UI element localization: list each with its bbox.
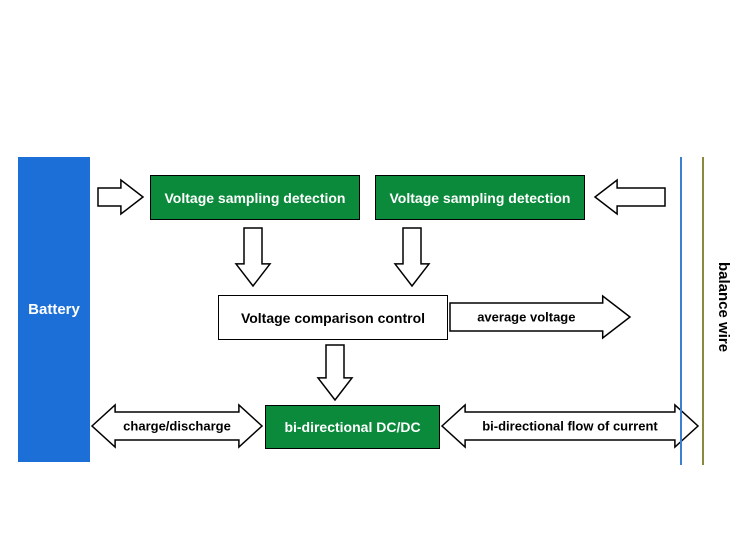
node-bdc: bi-directional DC/DC [265, 405, 440, 449]
wire-olive [702, 157, 704, 465]
arrow-bidir_current [442, 405, 698, 447]
arrow-vsd_left_down [236, 228, 270, 286]
balance-wire-label: balance wire [715, 262, 732, 352]
arrow-charge_discharge [92, 405, 262, 447]
wire-blue [680, 157, 682, 465]
arrows-layer: average voltage charge/discharge bi-direct… [0, 0, 750, 537]
arrow-battery_to_vsd [98, 180, 143, 214]
node-vsd_left-label: Voltage sampling detection [165, 190, 346, 206]
diagram-canvas: average voltage charge/discharge bi-direct… [0, 0, 750, 537]
node-battery-label: Battery [28, 301, 80, 318]
arrow-avg_voltage [450, 296, 630, 338]
arrow-bidir_current-label: bi-directional flow of current [482, 418, 658, 433]
node-vsd_left: Voltage sampling detection [150, 175, 360, 220]
arrow-vsd_right_down [395, 228, 429, 286]
node-vcc-label: Voltage comparison control [241, 310, 425, 326]
arrow-vcc_down [318, 345, 352, 400]
node-bdc-label: bi-directional DC/DC [284, 419, 420, 435]
node-battery: Battery [18, 157, 90, 462]
arrow-charge_discharge-label: charge/discharge [123, 418, 231, 433]
arrow-avg_voltage-label: average voltage [477, 309, 575, 324]
node-vsd_right-label: Voltage sampling detection [390, 190, 571, 206]
node-vcc: Voltage comparison control [218, 295, 448, 340]
node-vsd_right: Voltage sampling detection [375, 175, 585, 220]
arrow-wire_to_vsd [595, 180, 665, 214]
